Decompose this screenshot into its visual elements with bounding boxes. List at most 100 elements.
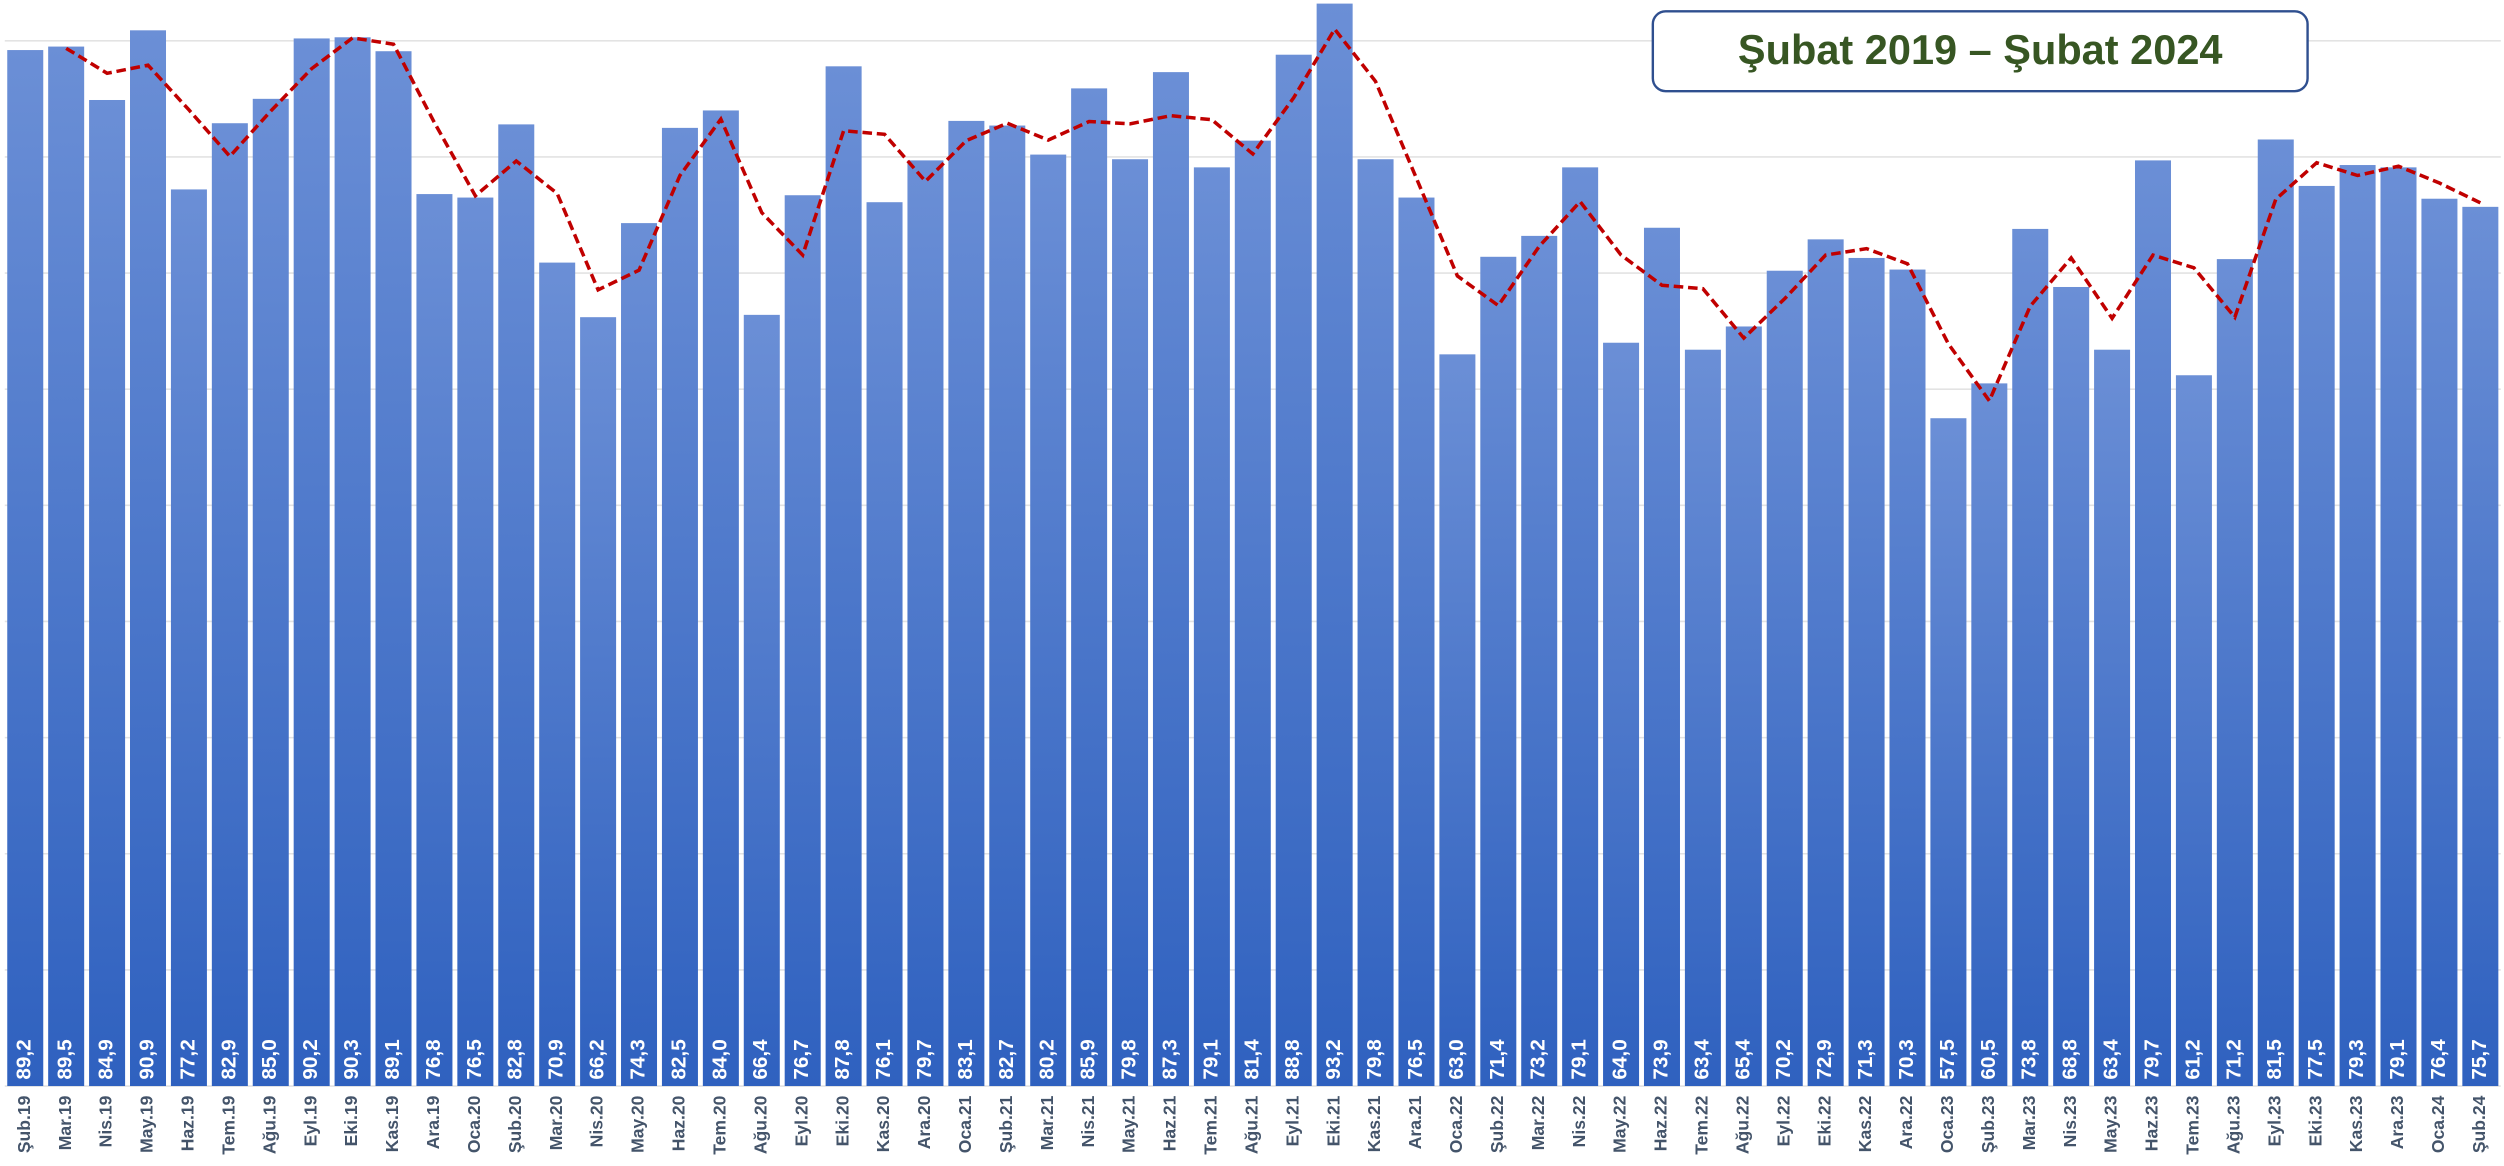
value-label: 80,2 bbox=[1036, 1039, 1059, 1079]
value-label: 73,2 bbox=[1527, 1039, 1550, 1079]
value-label: 89,5 bbox=[54, 1039, 77, 1079]
bar bbox=[1725, 326, 1762, 1087]
value-label: 70,2 bbox=[1772, 1039, 1795, 1079]
x-tick-label: Ağu.20 bbox=[750, 1095, 770, 1154]
value-label: 90,9 bbox=[135, 1039, 158, 1079]
x-tick-label: Tem.20 bbox=[710, 1095, 730, 1154]
x-tick-label: Kas.19 bbox=[382, 1095, 402, 1152]
value-label: 60,5 bbox=[1977, 1039, 2000, 1079]
x-tick-label: Mar.23 bbox=[2019, 1095, 2039, 1150]
value-label: 79,8 bbox=[1118, 1039, 1141, 1079]
value-label: 76,8 bbox=[422, 1039, 445, 1079]
x-tick-label: Kas.22 bbox=[1855, 1095, 1875, 1152]
bar bbox=[621, 223, 658, 1087]
value-label: 70,3 bbox=[1895, 1039, 1918, 1079]
value-label: 82,5 bbox=[667, 1039, 690, 1079]
x-tick-label: Tem.19 bbox=[218, 1095, 238, 1154]
bar bbox=[1766, 270, 1803, 1087]
x-tick-label: Eyl.23 bbox=[2264, 1095, 2284, 1146]
value-label: 66,2 bbox=[586, 1039, 609, 1079]
value-label: 81,5 bbox=[2263, 1039, 2286, 1079]
value-label: 63,0 bbox=[1445, 1039, 1468, 1079]
bar bbox=[1603, 342, 1640, 1087]
value-label: 57,5 bbox=[1936, 1039, 1959, 1079]
x-tick-label: Mar.20 bbox=[546, 1095, 566, 1150]
bar bbox=[2053, 286, 2090, 1087]
x-tick-label: Ağu.22 bbox=[1732, 1095, 1752, 1154]
bar bbox=[1562, 167, 1599, 1087]
x-tick-label: Kas.20 bbox=[873, 1095, 893, 1152]
value-label: 76,1 bbox=[872, 1039, 895, 1079]
bar bbox=[1643, 227, 1680, 1087]
x-tick-label: Mar.21 bbox=[1037, 1095, 1057, 1150]
x-tick-label: Haz.22 bbox=[1651, 1095, 1671, 1151]
bar bbox=[1439, 354, 1476, 1087]
value-label: 74,3 bbox=[627, 1039, 650, 1079]
bar bbox=[989, 125, 1026, 1087]
moving-average-line bbox=[65, 26, 2482, 405]
x-tick-label: Şub.24 bbox=[2469, 1095, 2489, 1153]
bar bbox=[1521, 235, 1558, 1087]
bar bbox=[661, 127, 698, 1087]
bar bbox=[1071, 88, 1108, 1087]
x-tick-label: Mar.22 bbox=[1528, 1095, 1548, 1150]
x-tick-label: Oca.21 bbox=[955, 1095, 975, 1153]
value-label: 73,8 bbox=[2018, 1039, 2041, 1079]
x-tick-label: Eki.21 bbox=[1323, 1095, 1343, 1146]
value-label: 79,1 bbox=[1568, 1039, 1591, 1079]
x-tick-label: Eki.19 bbox=[341, 1095, 361, 1146]
bar bbox=[825, 66, 862, 1087]
x-tick-label: May.20 bbox=[628, 1095, 648, 1152]
x-tick-label: Ara.20 bbox=[914, 1095, 934, 1149]
x-tick-label: Eyl.20 bbox=[791, 1095, 811, 1146]
value-label: 90,3 bbox=[340, 1039, 363, 1079]
value-label: 82,7 bbox=[995, 1039, 1018, 1079]
value-label: 93,2 bbox=[1322, 1039, 1345, 1079]
bar bbox=[2339, 165, 2376, 1087]
x-tick-label: Nis.23 bbox=[2060, 1095, 2080, 1147]
value-label: 89,1 bbox=[381, 1039, 404, 1079]
chart-title: Şubat 2019 – Şubat 2024 bbox=[1738, 26, 2223, 73]
value-label: 71,2 bbox=[2222, 1039, 2245, 1079]
bar bbox=[1848, 257, 1885, 1087]
x-tick-label: Ara.23 bbox=[2387, 1095, 2407, 1149]
value-label: 82,9 bbox=[217, 1039, 240, 1079]
x-tick-label: Şub.19 bbox=[14, 1095, 34, 1153]
value-label: 88,8 bbox=[1281, 1039, 1304, 1079]
bar bbox=[2134, 160, 2172, 1087]
x-tick-label: May.22 bbox=[1610, 1095, 1630, 1152]
bar bbox=[784, 195, 821, 1087]
value-label: 71,4 bbox=[1486, 1039, 1509, 1080]
x-tick-label: Ağu.21 bbox=[1241, 1095, 1261, 1154]
bar bbox=[252, 98, 289, 1087]
value-label: 75,7 bbox=[2468, 1039, 2491, 1079]
value-label: 79,7 bbox=[913, 1039, 936, 1079]
bar bbox=[743, 314, 780, 1087]
bar bbox=[702, 110, 739, 1087]
value-label: 90,2 bbox=[299, 1039, 322, 1079]
value-label: 87,8 bbox=[831, 1039, 854, 1079]
bar bbox=[580, 317, 617, 1087]
bar bbox=[334, 37, 371, 1087]
x-tick-label: Şub.21 bbox=[996, 1095, 1016, 1153]
bar bbox=[907, 160, 944, 1087]
x-tick-label: Eyl.21 bbox=[1282, 1095, 1302, 1146]
bar bbox=[1275, 54, 1312, 1087]
value-label: 65,4 bbox=[1731, 1039, 1754, 1080]
bar bbox=[1193, 167, 1230, 1087]
bar bbox=[1357, 159, 1394, 1087]
bar bbox=[1398, 197, 1435, 1087]
x-tick-label: Nis.19 bbox=[96, 1095, 116, 1147]
value-label: 73,9 bbox=[1649, 1039, 1672, 1079]
bar bbox=[1684, 349, 1721, 1087]
x-tick-label: Tem.21 bbox=[1201, 1095, 1221, 1154]
bar bbox=[2216, 259, 2253, 1087]
bar bbox=[2298, 185, 2335, 1087]
value-label: 70,9 bbox=[545, 1039, 568, 1079]
value-label: 76,4 bbox=[2427, 1039, 2450, 1080]
x-tick-label: Eyl.22 bbox=[1773, 1095, 1793, 1146]
value-label: 64,0 bbox=[1609, 1039, 1632, 1079]
x-tick-label: Nis.20 bbox=[587, 1095, 607, 1147]
bar bbox=[1807, 239, 1844, 1087]
bar bbox=[2257, 139, 2294, 1087]
